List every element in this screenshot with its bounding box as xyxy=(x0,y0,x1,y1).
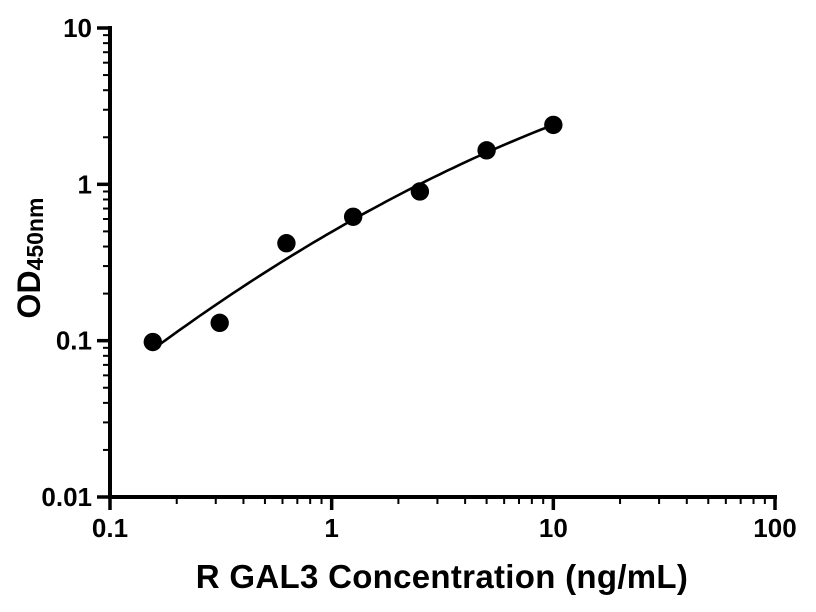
data-point xyxy=(143,332,163,352)
fit-curve xyxy=(152,123,554,351)
data-point xyxy=(277,234,296,253)
y-tick-label: 0.01 xyxy=(41,482,92,512)
x-tick-label: 1 xyxy=(324,513,338,543)
y-axis-title-sub: 450nm xyxy=(22,197,48,271)
data-point xyxy=(210,313,229,333)
data-point xyxy=(410,182,430,201)
axes-spines xyxy=(108,26,777,499)
y-axis-title-main: OD xyxy=(11,270,47,319)
x-tick-label: 0.1 xyxy=(92,513,128,543)
x-axis-title: R GAL3 Concentration (ng/mL) xyxy=(195,558,689,595)
data-point xyxy=(477,141,496,160)
y-tick-label: 1 xyxy=(78,169,92,199)
y-tick-label: 10 xyxy=(63,13,92,43)
x-tick-label: 100 xyxy=(753,513,796,543)
y-tick-label: 0.1 xyxy=(56,326,92,356)
data-point xyxy=(544,115,563,135)
y-axis-title: OD450nm xyxy=(11,198,49,319)
x-tick-label: 10 xyxy=(539,513,568,543)
data-point xyxy=(343,207,363,226)
